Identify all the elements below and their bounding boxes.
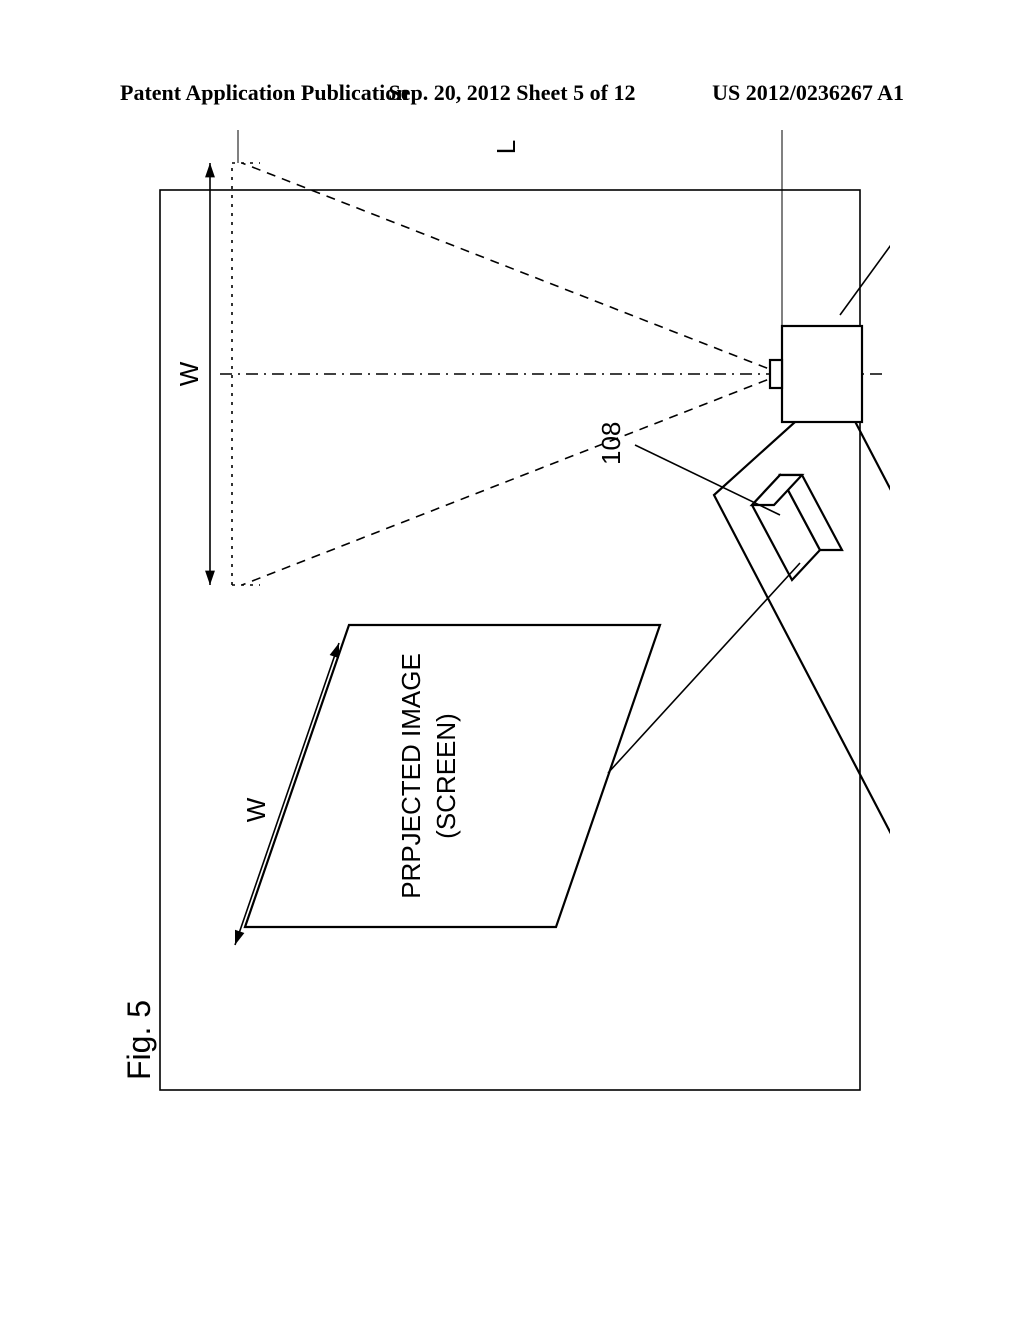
header-center: Sep. 20, 2012 Sheet 5 of 12 [389,80,636,106]
ref-leader-b [840,205,890,315]
ref-108-a: 108 [596,422,626,465]
cone-right [242,163,782,374]
projection-ray-a [608,563,800,773]
screen-text-2: (SCREEN) [431,713,461,839]
figure-label: Fig. 5 [121,1000,157,1080]
figure-container: Fig. 5PRPJECTED IMAGE(SCREEN)WL108(a)WL1… [120,130,890,1180]
cone-left [242,374,782,585]
screen-text-1: PRPJECTED IMAGE [396,653,426,899]
w-label-a: W [241,797,271,822]
projector-lens-b [770,360,782,388]
header-left: Patent Application Publication [120,80,408,106]
l-label-b: L [491,140,521,154]
projector-body-b [782,326,862,422]
figure-svg: Fig. 5PRPJECTED IMAGE(SCREEN)WL108(a)WL1… [120,130,890,1180]
header-right: US 2012/0236267 A1 [712,80,904,106]
w-label-b: W [174,361,204,386]
